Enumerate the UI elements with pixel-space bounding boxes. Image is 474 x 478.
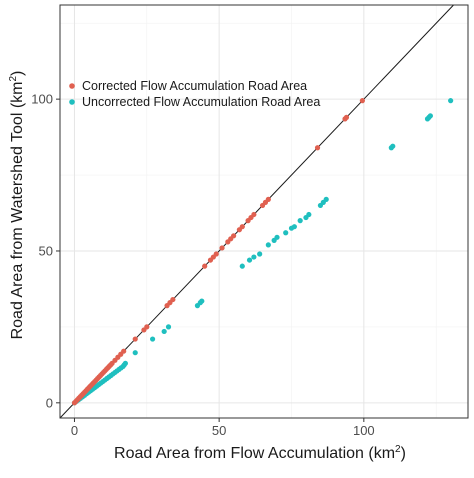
point-corrected bbox=[265, 196, 271, 202]
gridlines bbox=[60, 5, 468, 418]
point-corrected bbox=[213, 251, 219, 257]
point-corrected bbox=[314, 145, 321, 151]
point-uncorrected bbox=[251, 254, 257, 260]
x-axis-title-main: Road Area from Flow Accumulation (km bbox=[114, 445, 395, 462]
point-corrected bbox=[231, 233, 237, 239]
point-uncorrected bbox=[291, 224, 297, 230]
point-uncorrected bbox=[323, 196, 329, 202]
y-axis-title-main: Road Area from Watershed Tool (km bbox=[9, 82, 26, 340]
y-tick-label: 100 bbox=[31, 92, 53, 107]
reference-line-group bbox=[59, 4, 454, 419]
x-axis-title: Road Area from Flow Accumulation (km2) bbox=[114, 444, 406, 462]
point-corrected bbox=[121, 348, 127, 354]
y-axis-title-sup: 2 bbox=[8, 76, 19, 82]
x-tick-label: 0 bbox=[71, 423, 78, 438]
y-tick-label: 0 bbox=[46, 395, 53, 410]
point-uncorrected bbox=[448, 98, 454, 104]
legend-label-uncorrected: Uncorrected Flow Accumulation Road Area bbox=[82, 95, 320, 109]
y-axis-title-end: ) bbox=[9, 71, 26, 76]
plot-frame bbox=[59, 4, 469, 419]
point-uncorrected bbox=[199, 298, 205, 304]
point-uncorrected bbox=[306, 211, 312, 218]
x-axis-title-end: ) bbox=[401, 445, 406, 462]
point-uncorrected bbox=[161, 328, 167, 335]
y-axis-title: Road Area from Watershed Tool (km2) bbox=[8, 71, 26, 340]
point-uncorrected bbox=[390, 143, 396, 149]
point-uncorrected bbox=[427, 113, 433, 119]
point-corrected bbox=[359, 98, 365, 104]
x-tick-label: 50 bbox=[212, 423, 226, 438]
point-corrected bbox=[202, 263, 208, 269]
point-uncorrected bbox=[122, 360, 128, 366]
legend-label-corrected: Corrected Flow Accumulation Road Area bbox=[82, 79, 307, 93]
point-uncorrected bbox=[257, 251, 263, 257]
point-uncorrected bbox=[132, 350, 138, 356]
x-axis-title-sup: 2 bbox=[395, 444, 401, 455]
point-uncorrected bbox=[246, 257, 253, 263]
point-corrected bbox=[343, 114, 350, 120]
point-uncorrected bbox=[239, 263, 245, 269]
legend-marker-uncorrected bbox=[69, 99, 75, 105]
y-tick-label: 50 bbox=[39, 243, 53, 258]
x-tick-label: 100 bbox=[353, 423, 375, 438]
point-uncorrected bbox=[149, 336, 156, 342]
point-corrected bbox=[219, 245, 225, 251]
point-corrected bbox=[251, 211, 257, 218]
point-corrected bbox=[132, 336, 138, 342]
reference-line bbox=[59, 4, 454, 419]
point-uncorrected bbox=[297, 218, 303, 224]
plot-border bbox=[59, 4, 469, 419]
legend-marker-corrected bbox=[69, 83, 75, 89]
point-uncorrected bbox=[265, 242, 271, 248]
tick-labels: 0 50 100 0 50 100 bbox=[31, 92, 374, 438]
point-uncorrected bbox=[165, 324, 172, 330]
point-uncorrected bbox=[283, 230, 289, 236]
point-corrected bbox=[170, 296, 176, 303]
point-uncorrected bbox=[274, 234, 280, 240]
point-corrected bbox=[144, 324, 150, 330]
point-corrected bbox=[239, 224, 245, 230]
data-points bbox=[71, 98, 454, 406]
legend: Corrected Flow Accumulation Road Area Un… bbox=[69, 79, 320, 109]
